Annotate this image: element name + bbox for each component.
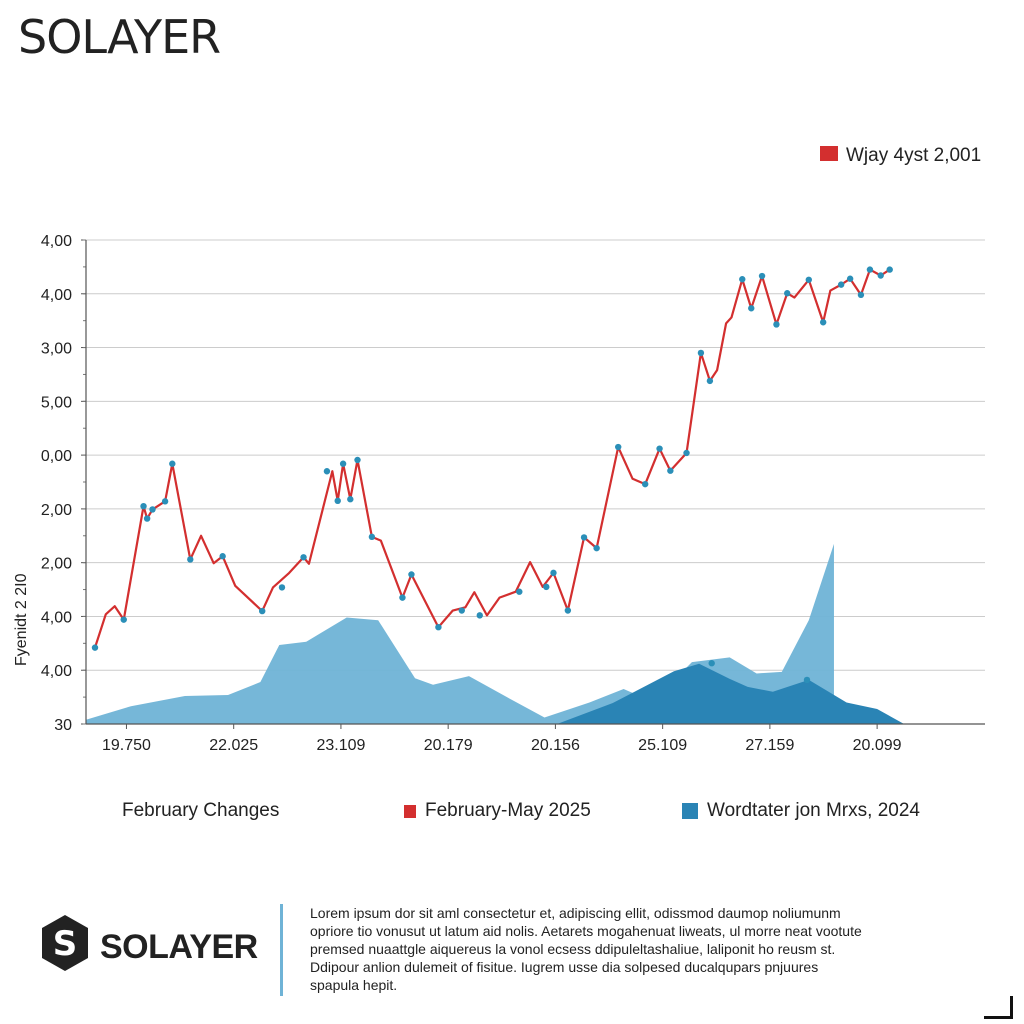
data-point [161, 498, 169, 505]
legend-label: February Changes [122, 800, 280, 821]
legend-label: Wordtater jon Mrxs, 2024 [707, 800, 920, 821]
data-point [278, 584, 286, 591]
data-point [149, 506, 156, 513]
data-point [143, 515, 151, 522]
y-tick-label: 2,00 [41, 502, 72, 519]
area-series-2 [557, 663, 905, 724]
x-tick-label: 20.179 [424, 737, 473, 754]
data-point [187, 556, 194, 563]
y-tick-label: 3,00 [41, 341, 72, 358]
data-point [683, 449, 690, 457]
grid-layer [86, 239, 985, 671]
data-point [846, 275, 854, 282]
solayer-logo-icon: S [42, 915, 88, 971]
data-point [259, 607, 266, 615]
data-point [399, 594, 406, 601]
x-tick-label: 19.750 [102, 737, 151, 754]
data-point [91, 644, 99, 651]
data-point [334, 497, 341, 505]
data-point [347, 496, 354, 503]
legend-item-february-may: February-May 2025 [404, 800, 591, 822]
data-point [866, 266, 874, 273]
data-point [516, 588, 523, 595]
data-point [169, 460, 176, 467]
x-tick-label: 22.025 [209, 737, 258, 754]
data-point [667, 467, 674, 474]
y-tick-label: 0,00 [41, 448, 72, 465]
data-point [773, 321, 780, 328]
area-layer [86, 543, 905, 724]
top-legend-swatch [820, 146, 838, 161]
data-point [354, 456, 361, 464]
data-point [857, 291, 865, 299]
data-point [593, 544, 600, 552]
chart: 30 4,00 4,00 2,00 2,00 0,00 5,00 3,00 4,00 4,00 19… [13, 145, 985, 754]
y-tick-label: 4,00 [41, 233, 72, 250]
data-point [656, 445, 663, 452]
footer-divider [280, 904, 283, 996]
data-point [877, 272, 884, 279]
data-point [580, 534, 588, 541]
y-tick-label: 4,00 [41, 287, 72, 304]
data-point [819, 319, 827, 326]
data-point [739, 276, 746, 283]
axis-layer [81, 239, 985, 729]
top-legend-label: Wjay 4yst 2,001 [846, 145, 981, 166]
data-point [803, 676, 811, 684]
data-point [706, 377, 714, 385]
data-point [140, 503, 147, 510]
footer-text: Lorem ipsum dor sit aml consectetur et, … [310, 905, 862, 993]
data-point [120, 616, 127, 623]
data-point [458, 607, 465, 614]
legend-item-wordtater: Wordtater jon Mrxs, 2024 [682, 800, 920, 822]
data-point [339, 460, 347, 467]
page-title: SOLAYER [18, 10, 221, 64]
data-point [708, 660, 715, 667]
corner-mark [984, 996, 1013, 1019]
marker-layer [91, 266, 893, 684]
data-point [784, 290, 791, 297]
y-tick-label: 2,00 [41, 556, 72, 573]
line-layer [93, 268, 891, 648]
logo-letter: S [53, 924, 78, 964]
x-tick-label: 25.109 [638, 737, 687, 754]
x-tick-label: 20.156 [531, 737, 580, 754]
data-point [805, 276, 812, 283]
legend-label: February-May 2025 [425, 800, 591, 821]
legend-swatch-red [404, 804, 416, 818]
data-point [615, 443, 622, 451]
data-point [697, 349, 705, 357]
footer-brand: SOLAYER [100, 928, 258, 966]
data-point [550, 569, 557, 577]
x-tick-label: 20.099 [853, 737, 902, 754]
data-point [564, 607, 572, 614]
data-point [476, 612, 483, 619]
data-point [748, 305, 755, 312]
area-series-1 [86, 543, 834, 724]
x-tick-label: 27.159 [745, 737, 794, 754]
y-tick-label: 4,00 [41, 609, 72, 626]
data-point [641, 480, 649, 488]
line-series-0 [93, 268, 891, 648]
data-point [837, 281, 845, 288]
y-tick-label: 4,00 [41, 663, 72, 680]
data-point [408, 571, 415, 578]
y-tick-label: 30 [54, 717, 72, 734]
data-point [300, 554, 307, 561]
data-point [368, 533, 376, 541]
data-point [543, 583, 550, 591]
label-layer: 30 4,00 4,00 2,00 2,00 0,00 5,00 3,00 4,00 4,00 19… [41, 233, 902, 754]
data-point [219, 553, 226, 560]
x-tick-label: 23.109 [316, 737, 365, 754]
data-point [886, 266, 893, 273]
data-point [758, 272, 766, 280]
y-axis-title: Fyenidt 2 2I0 [13, 573, 30, 666]
y-tick-label: 5,00 [41, 394, 72, 411]
data-point [435, 624, 442, 631]
legend-swatch-blue [682, 803, 698, 819]
legend-item-february-changes: February Changes [122, 800, 279, 822]
data-point [323, 468, 331, 475]
